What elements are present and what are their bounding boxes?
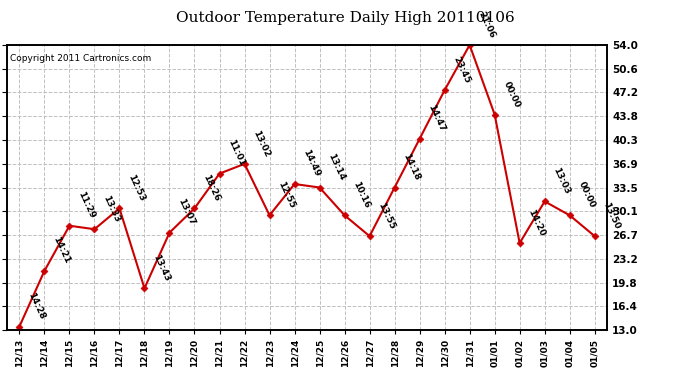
- Text: 11:29: 11:29: [77, 190, 97, 220]
- Text: 14:21: 14:21: [51, 236, 72, 266]
- Text: 14:20: 14:20: [526, 208, 547, 237]
- Text: 21:06: 21:06: [477, 10, 497, 39]
- Text: 13:33: 13:33: [101, 194, 121, 224]
- Text: 12:53: 12:53: [126, 173, 147, 203]
- Text: 14:18: 14:18: [402, 152, 422, 182]
- Text: 23:45: 23:45: [451, 55, 472, 85]
- Text: 13:55: 13:55: [377, 201, 397, 231]
- Text: 13:02: 13:02: [251, 129, 272, 158]
- Text: 10:16: 10:16: [351, 180, 372, 210]
- Text: 14:49: 14:49: [302, 148, 322, 178]
- Text: 14:28: 14:28: [26, 291, 47, 321]
- Text: Outdoor Temperature Daily High 20110106: Outdoor Temperature Daily High 20110106: [176, 11, 514, 25]
- Text: 13:43: 13:43: [151, 253, 172, 283]
- Text: 00:00: 00:00: [502, 80, 522, 109]
- Text: 13:14: 13:14: [326, 152, 347, 182]
- Text: 18:26: 18:26: [201, 173, 221, 203]
- Text: 13:50: 13:50: [602, 201, 622, 231]
- Text: 13:07: 13:07: [177, 197, 197, 227]
- Text: 14:47: 14:47: [426, 103, 447, 133]
- Text: 00:00: 00:00: [577, 180, 597, 210]
- Text: 12:55: 12:55: [277, 180, 297, 210]
- Text: Copyright 2011 Cartronics.com: Copyright 2011 Cartronics.com: [10, 54, 151, 63]
- Text: 13:03: 13:03: [551, 166, 572, 196]
- Text: 11:01: 11:01: [226, 138, 246, 168]
